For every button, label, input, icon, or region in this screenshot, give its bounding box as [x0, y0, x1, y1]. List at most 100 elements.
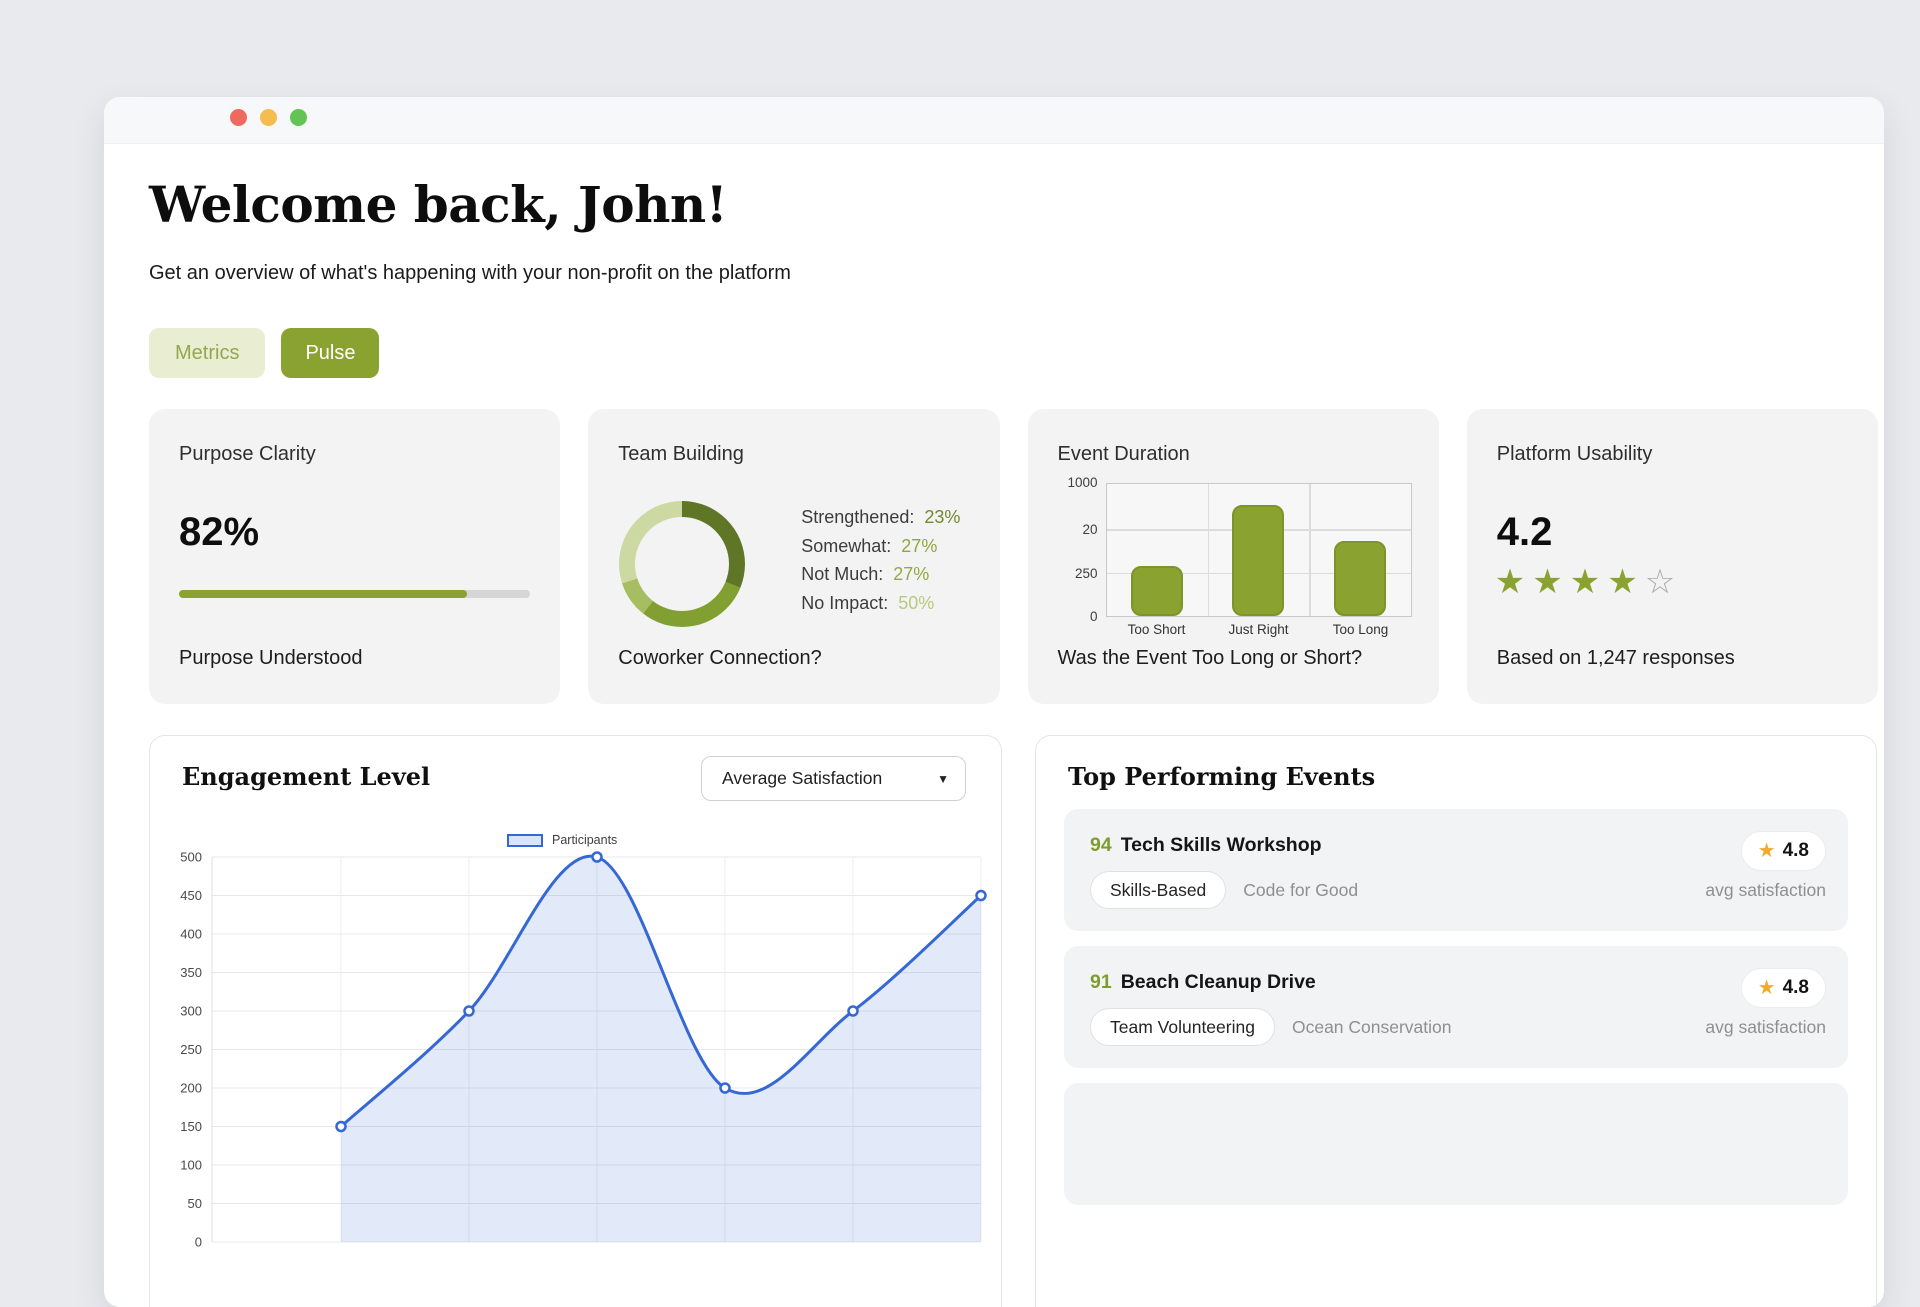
legend-label: Strengthened: [801, 507, 915, 527]
rating-caption: avg satisfaction [1705, 1016, 1826, 1037]
engagement-panel: Engagement Level Average Satisfaction ▼ … [149, 735, 1002, 1307]
participants-line [339, 854, 983, 1128]
data-point [335, 1120, 347, 1133]
event-meta: Team Volunteering Ocean Conservation avg s… [1090, 1008, 1826, 1046]
bar-column [1107, 484, 1208, 616]
card-caption: Purpose Understood [179, 647, 363, 669]
donut-legend: Strengthened: 23% Somewhat: 27% Not Much: 27%… [801, 503, 960, 617]
y-tick-label: 0 [1089, 609, 1098, 624]
data-point [719, 1082, 731, 1094]
legend-value: 50% [898, 592, 935, 613]
card-caption: Based on 1,247 responses [1496, 647, 1735, 669]
event-list: 94 Tech Skills Workshop ★ 4.8 Skills-Based Co… [1064, 809, 1848, 1220]
line-chart-legend[interactable]: Participants [507, 833, 617, 847]
area-fill [341, 856, 981, 1242]
donut-legend-row: Somewhat: 27% [801, 532, 960, 561]
star-filled-icon: ★ [1607, 563, 1645, 601]
y-tick-label: 50 [188, 1196, 202, 1211]
bar [1232, 505, 1285, 616]
star-filled-icon: ★ [1532, 563, 1570, 601]
purpose-clarity-card: Purpose Clarity 82% Purpose Understood [149, 409, 561, 704]
event-title: Beach Cleanup Drive [1120, 971, 1316, 993]
organization-name: Code for Good [1243, 879, 1359, 900]
chevron-down-icon: ▼ [937, 771, 949, 786]
event-title: Tech Skills Workshop [1120, 834, 1322, 856]
rating-badge: ★ 4.8 [1740, 968, 1826, 1008]
platform-usability-card: Platform Usability 4.2 ★★★★☆ Based on 1,… [1466, 409, 1878, 704]
engagement-title: Engagement Level [182, 762, 431, 791]
y-tick-label: 300 [180, 1004, 202, 1019]
event-card-partial[interactable] [1064, 1083, 1848, 1205]
participants-legend-swatch [507, 833, 543, 847]
bar-column [1208, 484, 1309, 616]
y-tick-label: 150 [180, 1119, 202, 1134]
bar-chart-x-axis: Too Short Just Right Too Long [1106, 622, 1412, 637]
rating-value: 4.8 [1782, 840, 1809, 861]
window-titlebar [104, 97, 1884, 144]
v-gridline [1207, 484, 1210, 616]
bar [1131, 565, 1184, 616]
team-building-card: Team Building Strengthened: 23% Somewhat: 2… [588, 409, 1000, 704]
legend-value: 23% [924, 507, 961, 527]
donut-legend-row: No Impact: 50% [801, 589, 960, 618]
bar-chart-y-axis: 1000 20 250 0 [1028, 409, 1098, 639]
y-tick-label: 0 [195, 1235, 202, 1250]
bar-columns [1107, 484, 1411, 616]
metric-select-dropdown[interactable]: Average Satisfaction ▼ [701, 756, 966, 801]
y-tick-label: 250 [180, 1042, 202, 1057]
legend-label: Not Much: [801, 564, 884, 584]
y-tick-label: 400 [180, 927, 202, 942]
bar [1333, 540, 1386, 616]
purpose-progress-track [179, 590, 531, 598]
tab-pulse[interactable]: Pulse [281, 328, 380, 378]
y-tick-label: 500 [180, 850, 202, 865]
app-window: Welcome back, John! Get an overview of w… [104, 97, 1884, 1307]
data-point [975, 889, 987, 902]
rating-caption: avg satisfaction [1705, 879, 1826, 900]
card-title: Team Building [618, 443, 744, 465]
minimize-window-button[interactable] [260, 108, 277, 126]
legend-value: 27% [893, 564, 930, 584]
usability-score: 4.2 [1496, 510, 1553, 554]
donut-legend-row: Strengthened: 23% [801, 503, 960, 532]
y-tick-label: 350 [180, 965, 202, 980]
metric-cards-row: Purpose Clarity 82% Purpose Understood T… [149, 409, 1878, 704]
card-caption: Coworker Connection? [618, 647, 822, 669]
data-point [463, 1005, 475, 1017]
rating-badge: ★ 4.8 [1740, 831, 1826, 871]
page-title: Welcome back, John! [149, 175, 728, 234]
event-card[interactable]: 91 Beach Cleanup Drive ★ 4.8 Team Volunteeri… [1064, 946, 1848, 1068]
y-tick-label: 100 [180, 1158, 202, 1173]
rating-value: 4.8 [1782, 977, 1809, 998]
legend-label: Somewhat: [801, 535, 892, 556]
event-heading: 94 Tech Skills Workshop [1090, 832, 1322, 858]
star-icon: ★ [1757, 840, 1776, 862]
y-tick-label: 1000 [1067, 475, 1098, 490]
maximize-window-button[interactable] [290, 108, 307, 126]
view-tabs: Metrics Pulse [149, 328, 380, 378]
star-filled-icon: ★ [1569, 563, 1608, 601]
data-point [847, 1005, 859, 1017]
star-outline-icon: ☆ [1644, 563, 1683, 601]
participants-legend-label: Participants [552, 833, 618, 847]
event-heading: 91 Beach Cleanup Drive [1090, 969, 1316, 995]
card-title: Platform Usability [1496, 443, 1653, 465]
tab-metrics[interactable]: Metrics [149, 328, 266, 378]
event-card[interactable]: 94 Tech Skills Workshop ★ 4.8 Skills-Based Co… [1064, 809, 1848, 931]
card-caption: Was the Event Too Long or Short? [1057, 647, 1363, 669]
x-tick-label: Too Short [1127, 622, 1186, 637]
event-rank: 94 [1090, 834, 1112, 856]
donut-legend-row: Not Much: 27% [801, 560, 960, 589]
purpose-clarity-value: 82% [179, 510, 260, 554]
x-tick-label: Too Long [1332, 622, 1389, 637]
data-point [591, 851, 603, 863]
card-title: Purpose Clarity [179, 443, 316, 465]
top-events-panel: Top Performing Events 94 Tech Skills Work… [1035, 735, 1877, 1307]
x-tick-label: Just Right [1228, 622, 1289, 637]
y-tick-label: 20 [1082, 521, 1098, 537]
y-tick-label: 250 [1074, 566, 1098, 582]
bar-chart-plot [1105, 483, 1412, 617]
close-window-button[interactable] [230, 108, 247, 126]
category-badge: Team Volunteering [1090, 1008, 1275, 1046]
